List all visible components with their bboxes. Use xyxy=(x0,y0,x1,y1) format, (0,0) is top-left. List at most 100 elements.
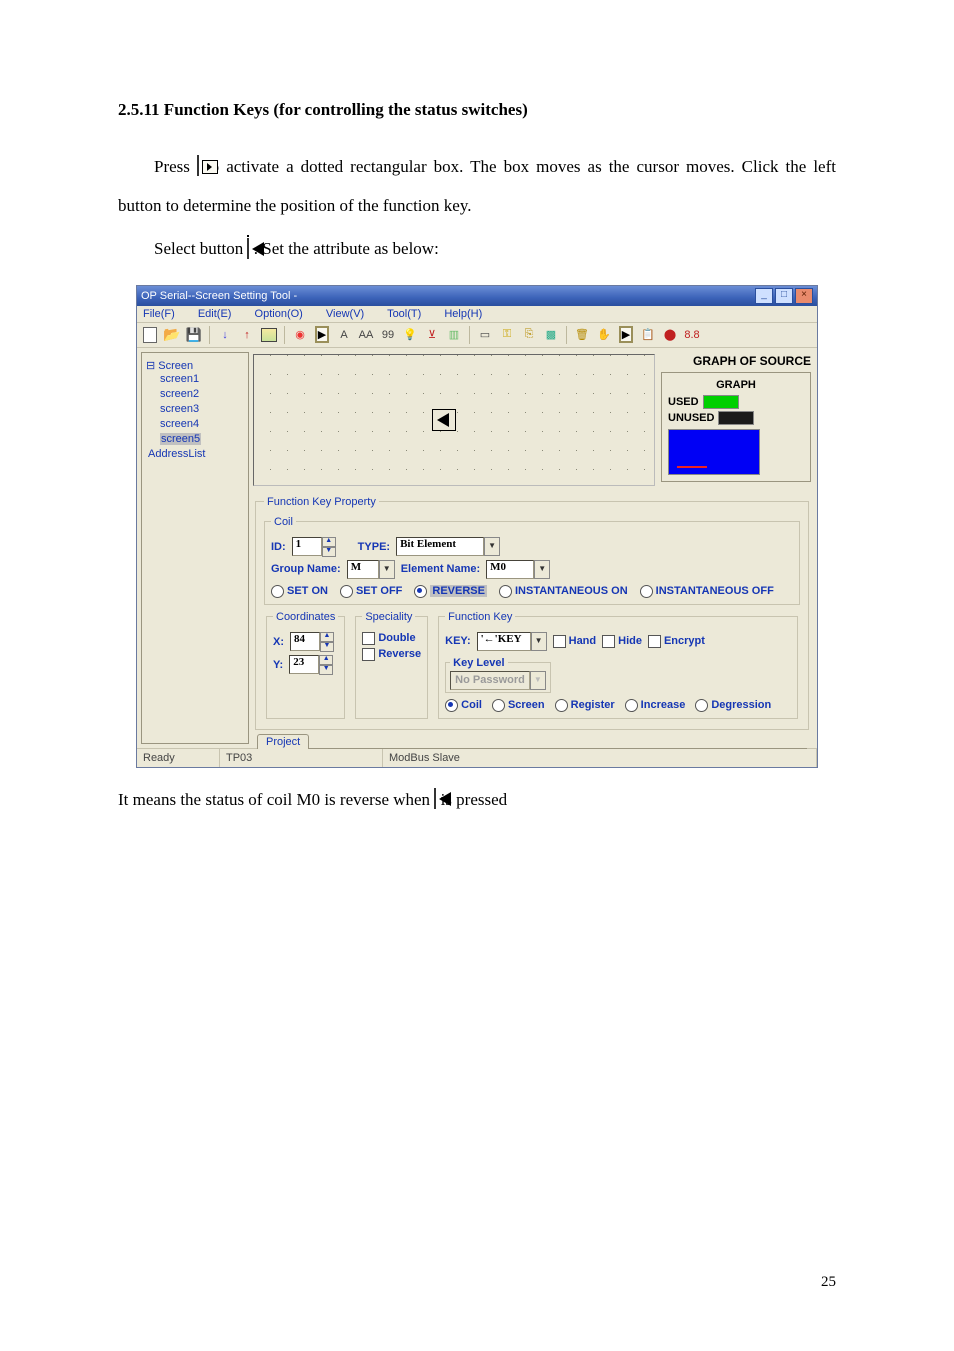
y-input[interactable]: 23 xyxy=(289,655,319,674)
toolbar-down-icon[interactable]: ↓ xyxy=(216,326,234,344)
tree-root[interactable]: ⊟ Screen xyxy=(146,359,244,372)
tree-screen2[interactable]: screen2 xyxy=(146,387,244,402)
radio-coil[interactable]: Coil xyxy=(445,699,482,712)
radio-instantaneous-off[interactable]: INSTANTANEOUS OFF xyxy=(640,585,774,598)
element-name-label: Element Name: xyxy=(401,563,480,575)
radio-set-on[interactable]: SET ON xyxy=(271,585,328,598)
function-key-group: Function Key KEY: '←'KEY▼ Hand Hide Encr… xyxy=(438,611,798,719)
menu-file[interactable]: File(F) xyxy=(143,308,185,320)
minimize-button[interactable]: _ xyxy=(755,288,773,304)
id-spin-up[interactable]: ▲ xyxy=(322,537,336,547)
menu-option[interactable]: Option(O) xyxy=(255,308,313,320)
status-bar: Ready TP03 ModBus Slave xyxy=(137,748,817,767)
project-tab-bar: Project xyxy=(257,734,807,749)
coil-group: Coil ID: 1 ▲▼ TYPE: Bit Element xyxy=(264,516,800,605)
speciality-legend: Speciality xyxy=(362,611,415,623)
design-canvas[interactable] xyxy=(253,354,655,486)
maximize-button[interactable]: □ xyxy=(775,288,793,304)
double-checkbox[interactable]: Double xyxy=(362,632,415,645)
menu-tool[interactable]: Tool(T) xyxy=(387,308,431,320)
key-select[interactable]: '←'KEY xyxy=(477,632,531,651)
para1-a: Press xyxy=(154,157,197,176)
type-dropdown-icon[interactable]: ▼ xyxy=(484,537,500,556)
toolbar-hand-icon[interactable]: ✋ xyxy=(595,326,613,344)
toolbar-stop2-icon[interactable]: ⬤ xyxy=(661,326,679,344)
toolbar-play-icon[interactable]: ▶ xyxy=(313,326,331,344)
x-input[interactable]: 84 xyxy=(290,632,320,651)
element-dropdown-icon[interactable]: ▼ xyxy=(534,560,550,579)
toolbar-key-icon[interactable]: ⚿ xyxy=(498,326,516,344)
toolbar-stop-icon[interactable]: ◉ xyxy=(291,326,309,344)
tree-screen1[interactable]: screen1 xyxy=(146,372,244,387)
y-spin-up[interactable]: ▲ xyxy=(319,655,333,665)
type-select[interactable]: Bit Element xyxy=(396,537,484,556)
titlebar: OP Serial--Screen Setting Tool - _ □ × xyxy=(137,286,817,306)
para2-b: . Set the attribute as below: xyxy=(254,239,439,258)
toolbar-up-icon[interactable]: ↑ xyxy=(238,326,256,344)
menubar[interactable]: File(F) Edit(E) Option(O) View(V) Tool(T… xyxy=(137,306,817,323)
toolbar-graph-icon[interactable]: ▩ xyxy=(542,326,560,344)
toolbar-rect-icon[interactable]: ▭ xyxy=(476,326,494,344)
tree-addresslist[interactable]: AddressList xyxy=(146,447,244,462)
status-protocol: ModBus Slave xyxy=(383,749,817,767)
close-button[interactable]: × xyxy=(795,288,813,304)
toolbar-bar-icon[interactable]: ▥ xyxy=(445,326,463,344)
radio-set-off[interactable]: SET OFF xyxy=(340,585,402,598)
function-key-property-group: Function Key Property Coil ID: 1 ▲▼ TYP xyxy=(255,496,809,730)
radio-degression[interactable]: Degression xyxy=(695,699,771,712)
hide-checkbox[interactable]: Hide xyxy=(602,635,642,648)
unused-swatch-icon xyxy=(718,411,754,425)
toolbar-aa-icon[interactable]: AA xyxy=(357,326,375,344)
selected-function-key[interactable] xyxy=(432,409,456,431)
radio-register[interactable]: Register xyxy=(555,699,615,712)
tree-screen5[interactable]: screen5 xyxy=(146,432,244,447)
toolbar-trash-icon[interactable]: 🗑 xyxy=(573,326,591,344)
toolbar-open-icon[interactable]: 📂 xyxy=(163,326,181,344)
radio-screen[interactable]: Screen xyxy=(492,699,545,712)
x-spin-down[interactable]: ▼ xyxy=(320,642,334,652)
toolbar-paste-icon[interactable]: 📋 xyxy=(639,326,657,344)
project-tab[interactable]: Project xyxy=(257,734,309,749)
paragraph-1: Press to activate a dotted rectangular b… xyxy=(118,148,836,224)
tree-panel: ⊟ Screen screen1 screen2 screen3 screen4… xyxy=(141,352,249,744)
encrypt-checkbox[interactable]: Encrypt xyxy=(648,635,705,648)
element-name-select[interactable]: M0 xyxy=(486,560,534,579)
tree-screen3[interactable]: screen3 xyxy=(146,402,244,417)
toolbar-a-icon[interactable]: A xyxy=(335,326,353,344)
section-heading: 2.5.11 Function Keys (for controlling th… xyxy=(118,100,836,120)
toolbar-88-icon[interactable]: 8.8 xyxy=(683,326,701,344)
graph-source-header: GRAPH OF SOURCE xyxy=(661,354,811,368)
screenshot-window: OP Serial--Screen Setting Tool - _ □ × F… xyxy=(136,285,818,768)
radio-reverse[interactable]: REVERSE xyxy=(414,585,487,598)
toolbar-lamp-icon[interactable]: 💡 xyxy=(401,326,419,344)
toolbar-copy-icon[interactable]: ⎘ xyxy=(520,326,538,344)
toolbar-save-icon[interactable]: 💾 xyxy=(185,326,203,344)
toolbar-99-icon[interactable]: 99 xyxy=(379,326,397,344)
id-input[interactable]: 1 xyxy=(292,537,322,556)
key-dropdown-icon[interactable]: ▼ xyxy=(531,632,547,651)
radio-increase[interactable]: Increase xyxy=(625,699,686,712)
used-swatch-icon xyxy=(703,395,739,409)
coil-legend: Coil xyxy=(271,516,296,528)
menu-view[interactable]: View(V) xyxy=(326,308,374,320)
group-dropdown-icon[interactable]: ▼ xyxy=(379,560,395,579)
x-spin-up[interactable]: ▲ xyxy=(320,632,334,642)
menu-edit[interactable]: Edit(E) xyxy=(198,308,242,320)
para2-a: Select button xyxy=(154,239,243,258)
graph-preview xyxy=(668,429,760,475)
tree-screen4[interactable]: screen4 xyxy=(146,417,244,432)
radio-instantaneous-on[interactable]: INSTANTANEOUS ON xyxy=(499,585,628,598)
id-spin-down[interactable]: ▼ xyxy=(322,547,336,557)
toolbar-image-icon[interactable] xyxy=(260,326,278,344)
toolbar-play2-icon[interactable]: ▶ xyxy=(617,326,635,344)
type-label: TYPE: xyxy=(358,541,390,553)
toolbar-chart-icon[interactable]: ⊻ xyxy=(423,326,441,344)
group-name-select[interactable]: M xyxy=(347,560,379,579)
hand-checkbox[interactable]: Hand xyxy=(553,635,597,648)
insert-function-key-icon xyxy=(197,147,199,184)
footer-a: It means the status of coil M0 is revers… xyxy=(118,790,434,809)
y-spin-down[interactable]: ▼ xyxy=(319,665,333,675)
toolbar-new-icon[interactable] xyxy=(141,326,159,344)
menu-help[interactable]: Help(H) xyxy=(444,308,492,320)
reverse-checkbox[interactable]: Reverse xyxy=(362,648,421,661)
